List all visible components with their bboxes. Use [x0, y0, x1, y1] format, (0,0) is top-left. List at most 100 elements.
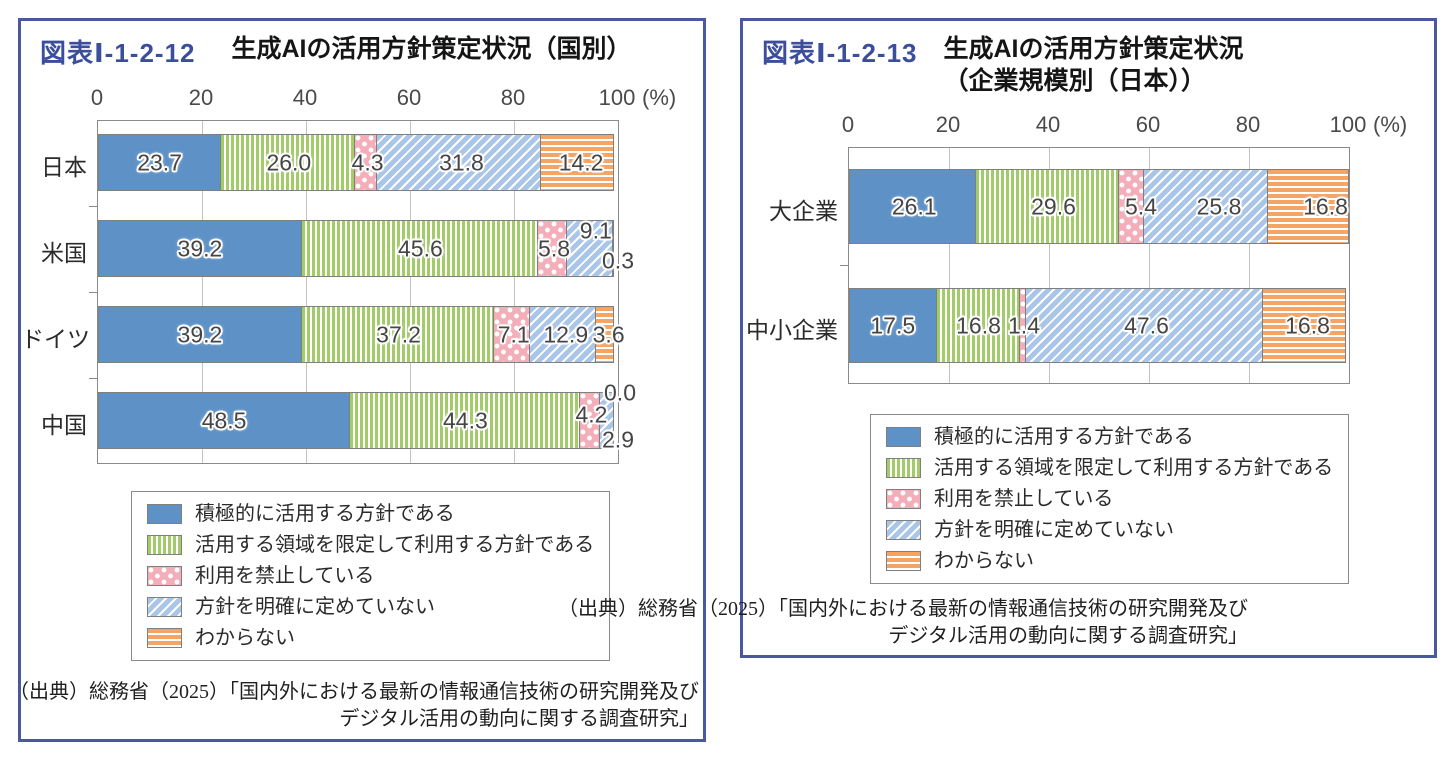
stacked-bar [849, 169, 1349, 244]
gridline [1249, 148, 1250, 383]
stacked-bar [98, 220, 618, 277]
bar-segment-green-vertical-stripes [300, 220, 538, 277]
bar-value-label: 29.6 [1031, 193, 1076, 219]
legend-label: わからない [934, 550, 1034, 572]
figure-header: 図表Ⅰ-1-2-13 生成AIの活用方針策定状況 （企業規模別（日本）） [762, 33, 1244, 97]
bar-segment-green-vertical-stripes [220, 134, 356, 191]
bar-value-label: 16.8 [956, 312, 1001, 338]
legend-label: 活用する領域を限定して利用する方針である [195, 534, 595, 556]
stacked-bar [98, 306, 618, 363]
legend-item: 積極的に活用する方針である [147, 503, 594, 525]
gridline [202, 121, 203, 463]
legend: 積極的に活用する方針である活用する領域を限定して利用する方針である 利用を禁止して… [131, 491, 611, 661]
chart-title-line: 生成AIの活用方針策定状況 [943, 35, 1244, 63]
legend-label: 方針を明確に定めていない [195, 596, 435, 618]
legend-label: 利用を禁止している [934, 488, 1114, 510]
axis-tick-label: 20 [935, 112, 961, 137]
bar-value-label: 0.3 [602, 247, 634, 273]
axis-tick-label: 60 [1135, 112, 1161, 137]
bar-value-label: 16.8 [1303, 193, 1348, 219]
legend: 積極的に活用する方針である活用する領域を限定して利用する方針である 利用を禁止して… [870, 414, 1350, 584]
bar-segment-blue-diagonal-stripes [1142, 169, 1269, 244]
axis-tick-mark [89, 292, 97, 293]
legend-swatch-blue-diagonal-stripes [147, 597, 182, 617]
legend-swatch-pink-dots [886, 489, 921, 509]
bar-value-label: 2.9 [602, 426, 634, 452]
legend-swatch-green-vertical-stripes [886, 458, 921, 478]
stacked-bar [98, 392, 618, 449]
bar-value-label: 48.5 [201, 407, 247, 433]
bar-segment-pink-dots [354, 134, 377, 191]
axis-tick-label: 60 [396, 85, 422, 110]
legend-swatch-orange-horizontal-stripes [886, 551, 921, 571]
stacked-bar [849, 288, 1349, 363]
legend-swatch-blue-diagonal-stripes [886, 520, 921, 540]
figure-panel: 図表Ⅰ-1-2-13 生成AIの活用方針策定状況 （企業規模別（日本）） 0 20 40 6… [558, 18, 1437, 658]
bar-value-label: 47.6 [1124, 312, 1169, 338]
bar-value-label: 44.3 [442, 407, 488, 433]
bar-value-label: 37.2 [376, 321, 421, 347]
bar-segment-orange-horizontal-stripes [595, 306, 614, 363]
axis-tick-label: 0 [841, 112, 855, 137]
figure-number: 図表Ⅰ-1-2-12 [40, 38, 196, 68]
bar-value-label: 31.8 [439, 149, 484, 175]
bar-segment-green-vertical-stripes [935, 288, 1020, 363]
legend-swatch-solid-blue [886, 427, 921, 447]
bar-value-label: 1.4 [1008, 312, 1040, 338]
bar-segment-green-vertical-stripes [349, 392, 580, 449]
axis-tick-label: 100 [598, 85, 636, 110]
axis-unit-label: (%) [642, 85, 677, 110]
figure-number: 図表Ⅰ-1-2-13 [762, 38, 918, 68]
bar-value-label: 14.2 [558, 149, 604, 175]
axis-tick-label: 0 [90, 85, 104, 110]
axis-unit-label: (%) [1373, 112, 1408, 137]
legend-item: わからない [147, 627, 594, 649]
axis-tick-mark [89, 206, 97, 207]
bar-segment-green-vertical-stripes [974, 169, 1119, 244]
gridline [514, 121, 515, 463]
bar-value-label: 5.4 [1125, 193, 1157, 219]
bar-segment-pink-dots [578, 392, 601, 449]
axis-tick-label: 40 [292, 85, 318, 110]
category-label: 米国 [41, 239, 87, 266]
legend-label: 利用を禁止している [195, 565, 375, 587]
bar-segment-solid-blue [98, 306, 302, 363]
bar-segment-orange-horizontal-stripes [612, 220, 615, 277]
bar-segment-blue-diagonal-stripes [375, 134, 542, 191]
bar-value-label: 0.0 [604, 379, 636, 405]
bar-value-label: 3.6 [592, 321, 625, 347]
axis-tick-mark [89, 378, 97, 379]
figure-panel: 図表Ⅰ-1-2-12 生成AIの活用方針策定状況（国別） 0 20 40 60 80 100(… [9, 18, 706, 742]
bar-segment-solid-blue [98, 134, 222, 191]
category-label: 中小企業 [746, 316, 838, 343]
bar-value-label: 12.9 [543, 321, 589, 347]
bar-segment-blue-diagonal-stripes [599, 392, 615, 449]
chart-title-line: 生成AIの活用方針策定状況（国別） [231, 35, 632, 63]
chart-title-line: （企業規模別（日本）） [943, 67, 1207, 95]
legend-label: わからない [195, 627, 295, 649]
legend-label: 積極的に活用する方針である [934, 426, 1194, 448]
bar-value-label: 17.5 [870, 312, 916, 338]
bar-value-label: 7.1 [497, 321, 530, 347]
legend-swatch-orange-horizontal-stripes [147, 628, 182, 648]
axis-tick-label: 40 [1035, 112, 1061, 137]
bar-value-label: 16.8 [1285, 312, 1330, 338]
bar-value-label: 39.2 [177, 235, 223, 261]
bar-segment-pink-dots [493, 306, 531, 363]
legend-item: 利用を禁止している [886, 488, 1333, 510]
plot-area: 23.7 26.0 4.3 31.8 14.2 39.2 45.6 5.8 9.1 0.3 39.2… [97, 120, 636, 464]
bar-value-label: 26.1 [891, 193, 937, 219]
bar-value-label: 23.7 [137, 149, 182, 175]
bar-value-label: 26.0 [266, 149, 312, 175]
legend-item: 方針を明確に定めていない [147, 596, 594, 618]
axis-tick-label: 100 [1329, 112, 1367, 137]
category-label: 中国 [41, 411, 87, 438]
bar-value-label: 39.2 [177, 321, 223, 347]
legend-item: 活用する領域を限定して利用する方針である [147, 534, 594, 556]
bar-segment-solid-blue [98, 220, 302, 277]
legend-label: 活用する領域を限定して利用する方針である [934, 457, 1334, 479]
category-label: 日本 [41, 153, 87, 180]
axis-tick-label: 80 [500, 85, 526, 110]
axis-tick-label: 20 [188, 85, 214, 110]
gridline [1049, 148, 1050, 383]
